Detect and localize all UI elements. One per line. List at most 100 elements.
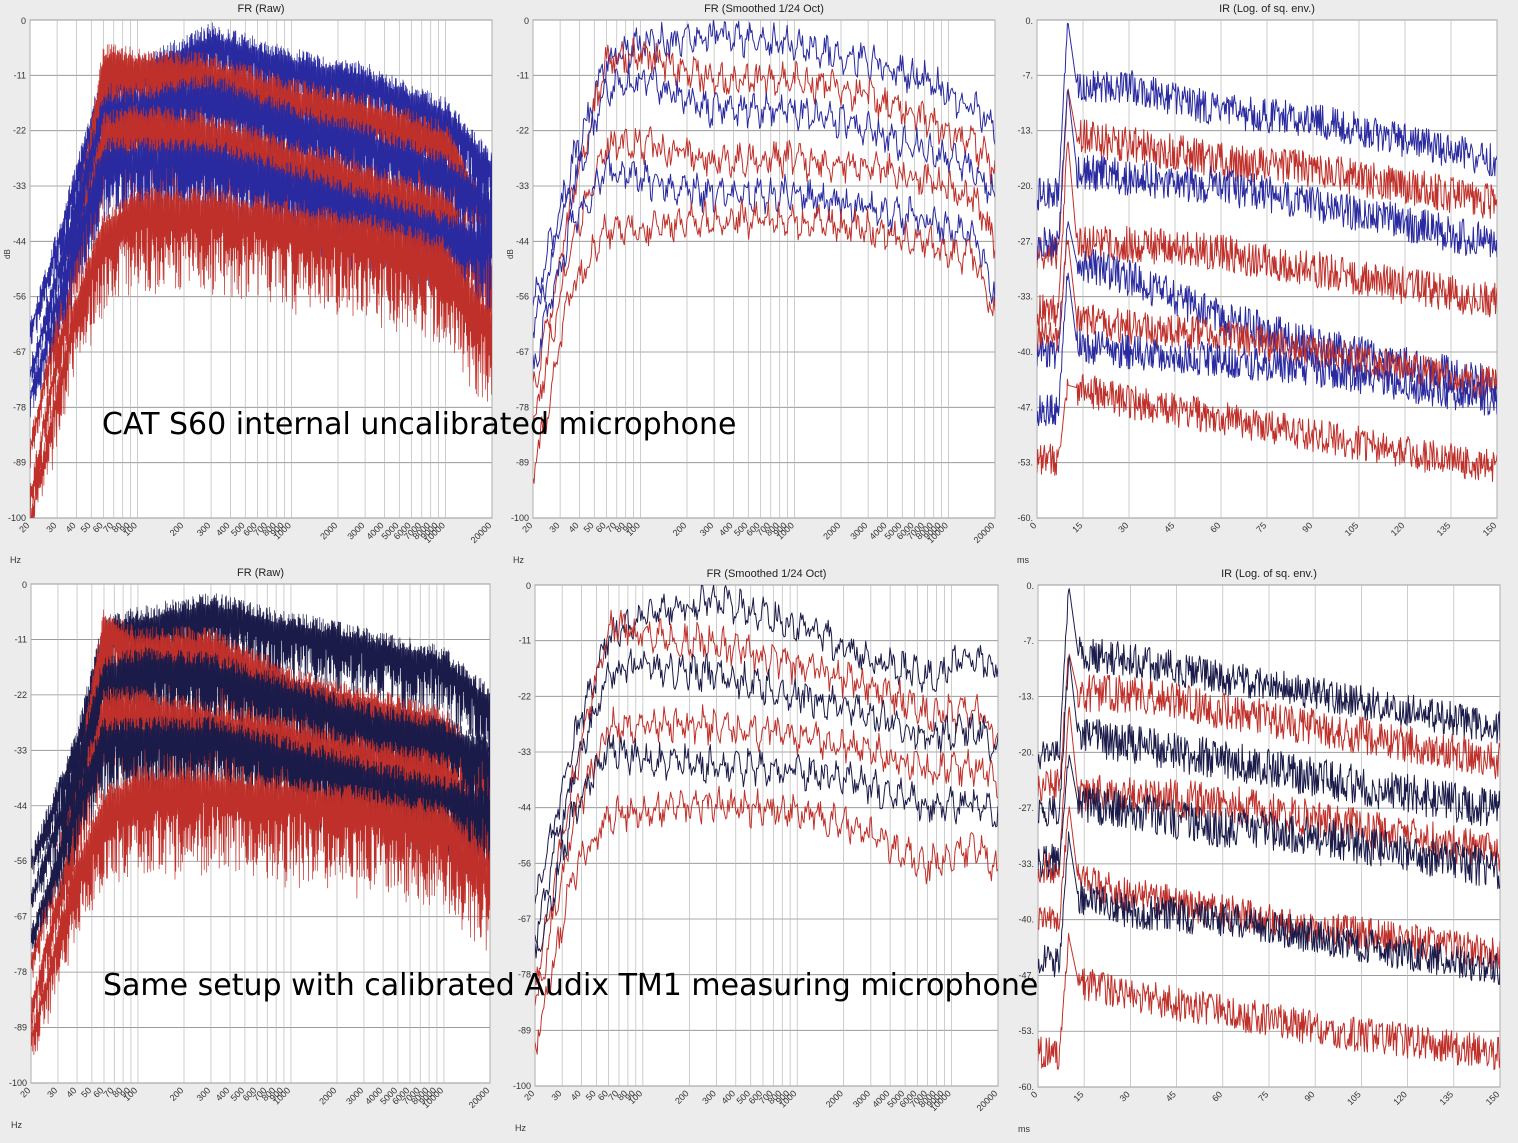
y-tick-label: -56 [14,856,27,866]
series-line-2 [1038,653,1500,802]
y-tick-label: -11 [15,634,27,644]
y-tick-label: -22 [13,126,26,136]
y-tick-label: -78 [13,402,26,412]
y-tick-label: -60. [1018,1082,1034,1092]
y-tick-label: -56 [516,292,529,302]
y-tick-label: 0. [1025,16,1033,26]
x-tick-label: 0 [1028,520,1039,531]
x-axis-label: Hz [11,1120,22,1130]
x-tick-label: 20000 [469,520,494,545]
series-line-2 [535,609,998,986]
y-tick-label: -22 [14,690,27,700]
y-tick-label: -67 [516,347,529,357]
y-tick-label: -78 [516,402,529,412]
x-tick-label: 2000 [317,1085,338,1106]
x-tick-label: 105 [1345,1089,1363,1107]
x-tick-label: 150 [1481,520,1499,538]
x-tick-label: 30 [1116,520,1130,534]
x-tick-label: 3000 [345,520,366,541]
x-tick-label: 3000 [851,1088,872,1109]
x-tick-label: 30 [547,520,561,534]
y-tick-label: -100 [9,1078,27,1088]
y-tick-label: -27. [1018,803,1034,813]
x-tick-label: 2000 [821,520,842,541]
series-line-6 [533,199,995,484]
y-tick-label: -56 [518,858,531,868]
series-line-7 [1038,831,1500,985]
x-tick-label: 200 [673,1088,691,1106]
x-tick-label: 75 [1256,1089,1270,1103]
y-tick-label: -20. [1017,181,1033,191]
y-tick-label: -78 [14,967,27,977]
x-tick-label: 200 [671,520,689,538]
y-tick-label: -67 [518,914,531,924]
x-tick-label: 400 [214,1085,232,1103]
x-axis-label: ms [1017,555,1029,565]
x-tick-label: 400 [720,1088,738,1106]
x-tick-label: 300 [195,520,213,538]
series-line-3 [1038,656,1500,827]
y-tick-label: -89 [516,458,529,468]
x-tick-label: 120 [1389,520,1407,538]
series-line-3 [533,63,995,339]
y-tick-label: -33 [14,745,27,755]
y-tick-label: -27. [1017,236,1033,246]
x-axis-label: Hz [513,555,524,565]
chart-title: FR (Raw) [237,3,284,15]
y-tick-label: -100 [8,513,26,523]
y-tick-label: -33. [1017,292,1033,302]
x-tick-label: 20000 [467,1085,492,1110]
series-line-6 [1038,806,1500,970]
series-line-2 [1037,88,1497,270]
y-tick-label: -33 [518,747,531,757]
x-axis-label: Hz [515,1123,526,1133]
x-tick-label: 300 [698,520,716,538]
chart-title: FR (Raw) [237,567,284,579]
y-tick-label: -33 [13,181,26,191]
y-tick-label: -60. [1017,513,1033,523]
series-line-8 [1038,932,1500,1071]
series-line-4 [535,704,998,1006]
y-tick-label: -47. [1017,402,1033,412]
y-tick-label: -89 [14,1023,27,1033]
x-tick-label: 40 [64,520,78,534]
x-tick-label: 20000 [972,520,997,545]
x-tick-label: 2000 [824,1088,845,1109]
x-tick-label: 200 [168,520,186,538]
x-tick-label: 15 [1070,520,1084,534]
x-tick-label: 3000 [344,1085,365,1106]
x-tick-label: 0 [1029,1089,1040,1100]
y-tick-label: -40. [1018,915,1034,925]
series-line-2 [30,43,492,469]
y-tick-label: -33. [1018,859,1034,869]
x-tick-label: 20000 [975,1088,1000,1113]
x-tick-label: 30 [1118,1089,1132,1103]
y-tick-label: -56 [13,292,26,302]
series-line-1 [533,20,995,306]
x-tick-label: 40 [64,1085,78,1099]
x-tick-label: 400 [214,520,232,538]
x-tick-label: 90 [1300,520,1314,534]
series-line-5 [31,716,490,949]
x-tick-label: 135 [1438,1089,1456,1107]
x-tick-label: 200 [168,1085,186,1103]
series-line-1 [1038,588,1500,770]
y-tick-label: -44 [14,801,27,811]
x-tick-label: 15 [1071,1089,1085,1103]
x-tick-label: 90 [1302,1089,1316,1103]
series-line-1 [1037,23,1497,211]
x-axis-label: ms [1018,1124,1030,1134]
x-tick-label: 60 [1210,1089,1224,1103]
y-tick-label: -44 [516,236,529,246]
x-tick-label: 75 [1254,520,1268,534]
y-tick-label: -53. [1017,458,1033,468]
x-tick-label: 30 [45,1085,59,1099]
series-line-4 [533,126,995,427]
x-tick-label: 300 [700,1088,718,1106]
y-tick-label: 0 [524,16,529,26]
